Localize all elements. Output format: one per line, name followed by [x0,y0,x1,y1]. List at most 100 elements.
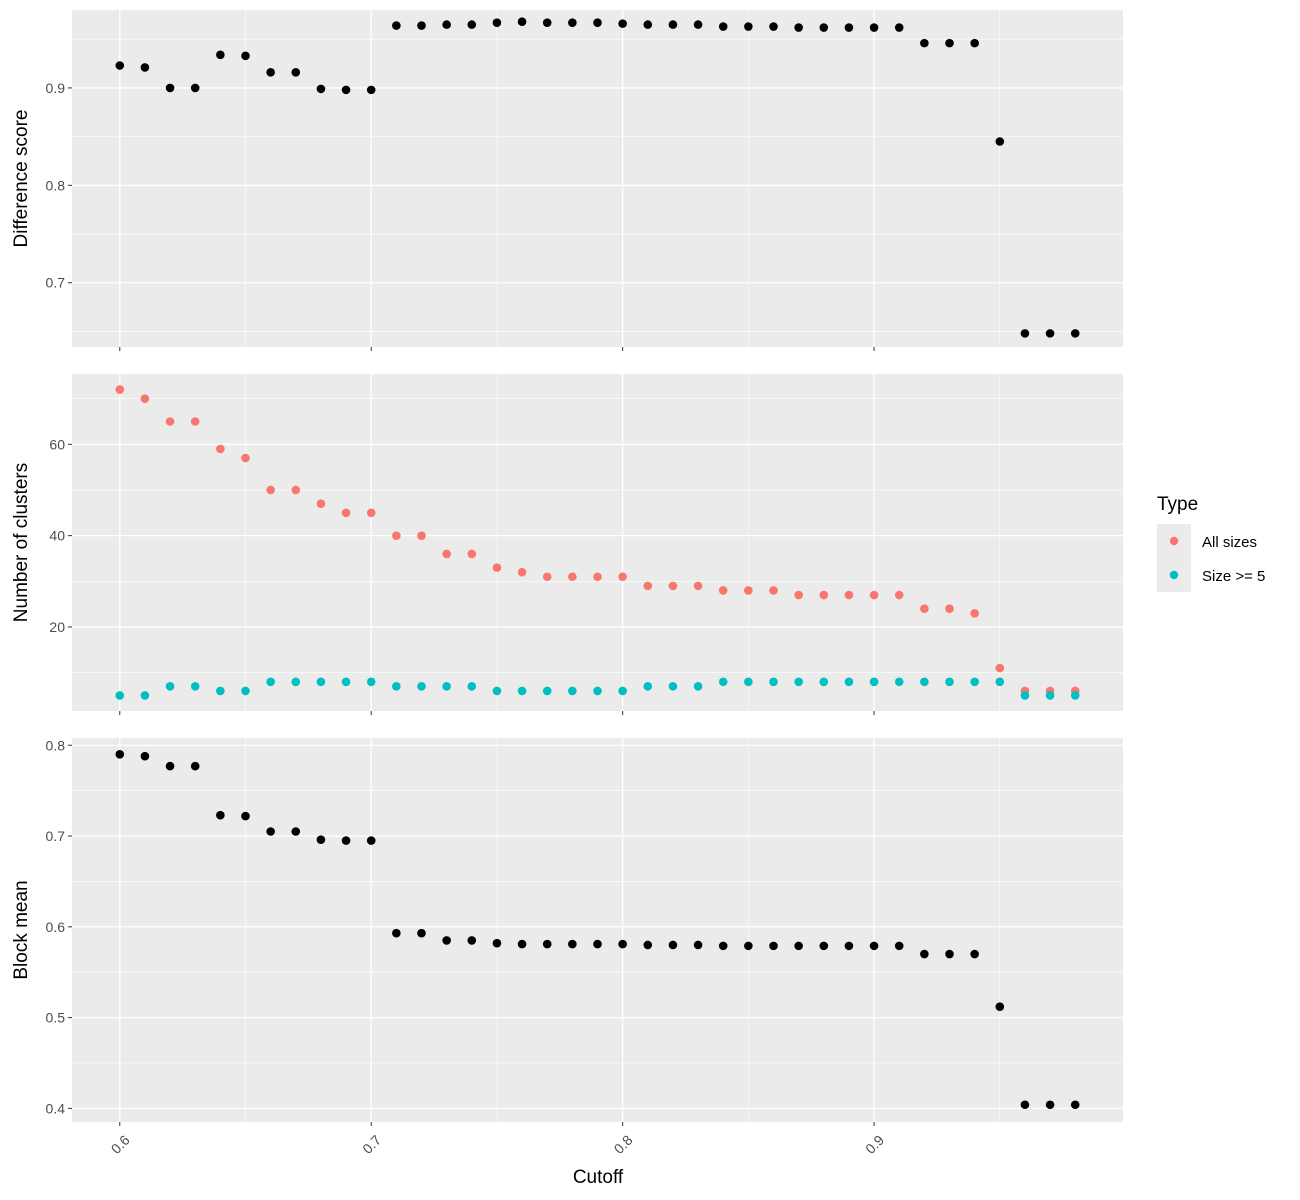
data-point [1020,329,1030,338]
data-point [316,499,326,508]
y-tick-label: 0.9 [46,80,66,96]
data-point [266,68,275,77]
data-point [643,940,653,950]
data-point [417,531,426,540]
data-point [920,38,929,48]
data-point [568,939,577,949]
data-point [366,836,376,845]
data-point [995,1002,1005,1012]
data-point [241,686,250,696]
data-point [668,20,678,29]
data-point [668,581,678,591]
data-point [140,691,150,700]
data-point [467,20,477,29]
data-point [165,761,175,771]
x-tick-label: 0.7 [359,1132,384,1157]
data-point [744,677,753,687]
data-point [769,586,778,595]
data-point [693,581,703,591]
data-point [392,21,401,30]
data-point [467,682,477,691]
legend-title: Type [1157,494,1198,515]
data-point [1070,1100,1080,1110]
data-point [593,572,602,582]
data-point [970,949,979,959]
data-point [693,940,703,950]
legend-key-size-ge-5 [1169,570,1179,580]
data-point [894,677,904,687]
data-point [341,508,351,518]
x-tick-label: 0.8 [611,1132,636,1157]
data-point [492,686,502,696]
data-point [894,590,904,600]
data-point [467,936,477,945]
panel-background [72,374,1123,711]
data-point [392,531,401,540]
data-point [341,836,351,845]
data-point [542,18,552,27]
data-point [618,572,627,582]
data-point [718,586,728,595]
data-point [140,394,150,403]
data-point [819,677,829,687]
data-point [291,68,301,77]
data-point [1020,1100,1030,1110]
y-tick-label: 0.7 [46,275,66,291]
data-point [995,663,1005,673]
data-point [844,677,854,687]
data-point [920,677,929,687]
data-point [995,137,1005,146]
data-point [844,23,854,32]
data-point [568,18,577,27]
data-point [819,23,829,32]
panels-layer: 0.7 0.8 0.9 Difference score 20 40 60 Number of… [11,10,1123,1126]
data-point [190,682,200,691]
data-point [794,941,803,951]
y-tick-label: 0.4 [46,1100,66,1116]
data-point [970,38,979,48]
data-point [920,949,929,959]
data-point [718,22,728,31]
data-point [492,18,502,27]
data-point [291,485,301,495]
data-point [970,608,979,618]
data-point [1045,329,1055,338]
y-axis-title: Number of clusters [11,463,32,622]
data-point [819,941,829,951]
data-point [241,51,250,61]
data-point [216,50,225,60]
data-point [1020,691,1030,700]
x-axis-title: Cutoff [573,1167,624,1188]
data-point [945,949,954,959]
data-point [316,835,326,844]
data-point [869,941,879,951]
data-point [241,453,250,463]
data-point [165,682,175,691]
panel-background [72,738,1123,1122]
data-point [995,677,1005,687]
data-point [442,549,451,559]
data-point [165,417,175,426]
data-point [417,682,426,691]
data-point [542,572,552,582]
data-point [945,604,954,614]
legend-label-size-ge-5: Size >= 5 [1202,568,1265,585]
data-point [140,63,150,72]
data-point [618,686,627,696]
data-point [945,38,954,48]
series-all-sizes [115,385,1080,696]
data-point [769,677,778,687]
data-point [115,691,125,700]
y-tick-label: 0.7 [46,828,66,844]
data-point [216,810,225,820]
data-point [140,751,150,761]
series-size-5 [115,677,1080,700]
data-point [593,18,602,27]
data-point [1070,329,1080,338]
legend: Type All sizes Size >= 5 [1157,494,1265,592]
data-point [266,677,275,687]
data-point [643,581,653,591]
data-point [542,686,552,696]
y-tick-label: 0.8 [46,737,66,753]
data-point [190,83,200,93]
